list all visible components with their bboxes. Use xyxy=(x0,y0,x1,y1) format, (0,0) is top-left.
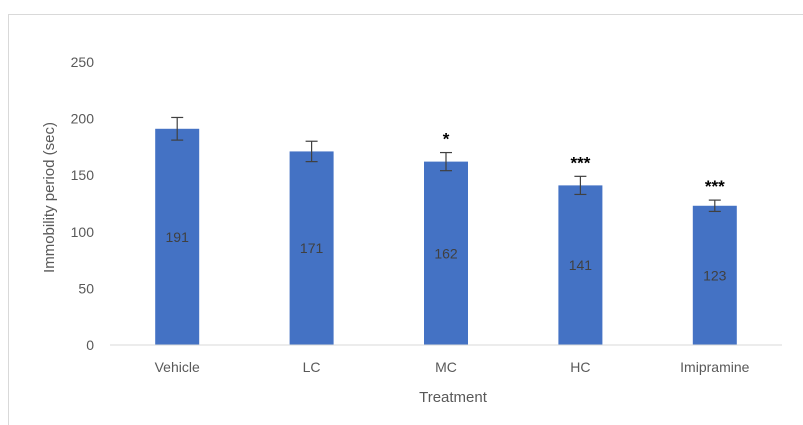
bar xyxy=(155,128,200,345)
data-label: 141 xyxy=(569,257,593,273)
bar xyxy=(558,185,603,345)
bar xyxy=(289,151,334,345)
x-tick-label: HC xyxy=(570,359,590,375)
x-tick-label: Imipramine xyxy=(680,359,749,375)
significance-marker: *** xyxy=(570,153,590,172)
x-tick-label: LC xyxy=(303,359,321,375)
significance-markers: ******* xyxy=(443,130,725,197)
x-axis-ticks: Vehicle LC MC HC Imipramine xyxy=(155,359,750,375)
significance-marker: *** xyxy=(705,177,725,196)
significance-marker: * xyxy=(443,130,450,149)
y-axis-title: Immobility period (sec) xyxy=(41,122,58,273)
bar xyxy=(692,205,737,345)
data-label: 191 xyxy=(166,229,190,245)
x-tick-label: Vehicle xyxy=(155,359,200,375)
data-labels: 191 171 162 141 123 xyxy=(166,229,727,283)
error-bars xyxy=(171,116,721,213)
y-tick-label: 50 xyxy=(78,280,94,296)
x-tick-label: MC xyxy=(435,359,457,375)
bars xyxy=(155,128,737,345)
data-label: 171 xyxy=(300,240,324,256)
y-tick-label: 0 xyxy=(86,337,94,353)
y-axis-ticks: 0 50 100 150 200 250 xyxy=(71,54,95,353)
y-tick-label: 200 xyxy=(71,111,95,127)
chart-frame xyxy=(8,14,803,425)
y-tick-label: 150 xyxy=(71,167,95,183)
x-axis-title: Treatment xyxy=(419,389,488,406)
data-label: 162 xyxy=(434,245,458,261)
y-tick-label: 100 xyxy=(71,224,95,240)
data-label: 123 xyxy=(703,267,727,283)
y-tick-label: 250 xyxy=(71,54,95,70)
bar xyxy=(424,161,468,345)
